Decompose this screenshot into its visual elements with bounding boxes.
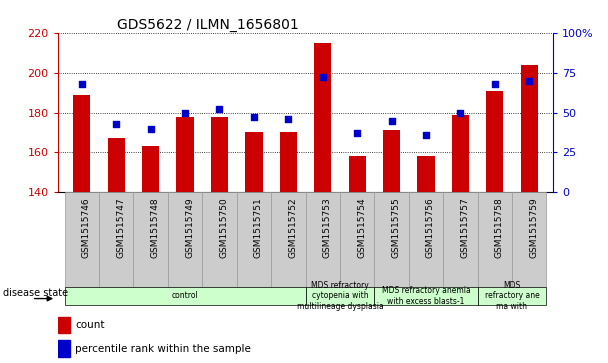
Text: GSM1515755: GSM1515755: [392, 197, 401, 258]
Point: [421, 132, 431, 138]
Text: GSM1515757: GSM1515757: [460, 197, 469, 258]
Text: GSM1515758: GSM1515758: [495, 197, 504, 258]
Bar: [64, 287, 305, 305]
Bar: [477, 287, 547, 305]
Point: [249, 114, 259, 120]
Text: GSM1515747: GSM1515747: [116, 197, 125, 258]
Text: disease state: disease state: [3, 288, 68, 298]
Bar: [280, 132, 297, 192]
Bar: [245, 132, 263, 192]
Text: MDS
refractory ane
ma with: MDS refractory ane ma with: [485, 281, 539, 311]
Bar: [99, 192, 134, 287]
Bar: [58, 317, 70, 333]
Point: [111, 121, 121, 127]
Text: GSM1515756: GSM1515756: [426, 197, 435, 258]
Point: [524, 78, 534, 83]
Bar: [134, 192, 168, 287]
Text: GSM1515748: GSM1515748: [151, 197, 160, 258]
Text: control: control: [171, 291, 198, 300]
Text: GSM1515752: GSM1515752: [288, 197, 297, 258]
Bar: [73, 94, 91, 192]
Point: [283, 116, 293, 122]
Bar: [348, 156, 366, 192]
Text: MDS refractory anemia
with excess blasts-1: MDS refractory anemia with excess blasts…: [382, 286, 471, 306]
Bar: [512, 192, 547, 287]
Bar: [314, 42, 331, 192]
Bar: [375, 192, 409, 287]
Point: [387, 118, 396, 123]
Point: [490, 81, 500, 87]
Text: MDS refractory
cytopenia with
multilineage dysplasia: MDS refractory cytopenia with multilinea…: [297, 281, 383, 311]
Bar: [58, 340, 70, 357]
Bar: [237, 192, 271, 287]
Bar: [176, 117, 194, 192]
Text: GSM1515754: GSM1515754: [357, 197, 366, 258]
Bar: [305, 287, 375, 305]
Text: percentile rank within the sample: percentile rank within the sample: [75, 344, 251, 354]
Bar: [142, 146, 159, 192]
Bar: [64, 192, 99, 287]
Text: GDS5622 / ILMN_1656801: GDS5622 / ILMN_1656801: [117, 18, 299, 32]
Bar: [108, 138, 125, 192]
Bar: [409, 192, 443, 287]
Point: [77, 81, 87, 87]
Bar: [486, 90, 503, 192]
Text: GSM1515746: GSM1515746: [82, 197, 91, 258]
Bar: [168, 192, 202, 287]
Bar: [417, 156, 435, 192]
Bar: [305, 192, 340, 287]
Bar: [477, 192, 512, 287]
Point: [215, 106, 224, 112]
Point: [318, 74, 328, 80]
Bar: [520, 65, 538, 192]
Point: [146, 126, 156, 131]
Bar: [211, 117, 228, 192]
Bar: [443, 192, 477, 287]
Bar: [375, 287, 477, 305]
Text: GSM1515753: GSM1515753: [323, 197, 332, 258]
Point: [180, 110, 190, 115]
Text: GSM1515750: GSM1515750: [219, 197, 229, 258]
Text: GSM1515759: GSM1515759: [529, 197, 538, 258]
Point: [455, 110, 465, 115]
Bar: [271, 192, 305, 287]
Text: GSM1515749: GSM1515749: [185, 197, 194, 258]
Bar: [202, 192, 237, 287]
Point: [352, 130, 362, 136]
Bar: [383, 130, 400, 192]
Text: GSM1515751: GSM1515751: [254, 197, 263, 258]
Bar: [340, 192, 375, 287]
Text: count: count: [75, 321, 105, 330]
Bar: [452, 114, 469, 192]
